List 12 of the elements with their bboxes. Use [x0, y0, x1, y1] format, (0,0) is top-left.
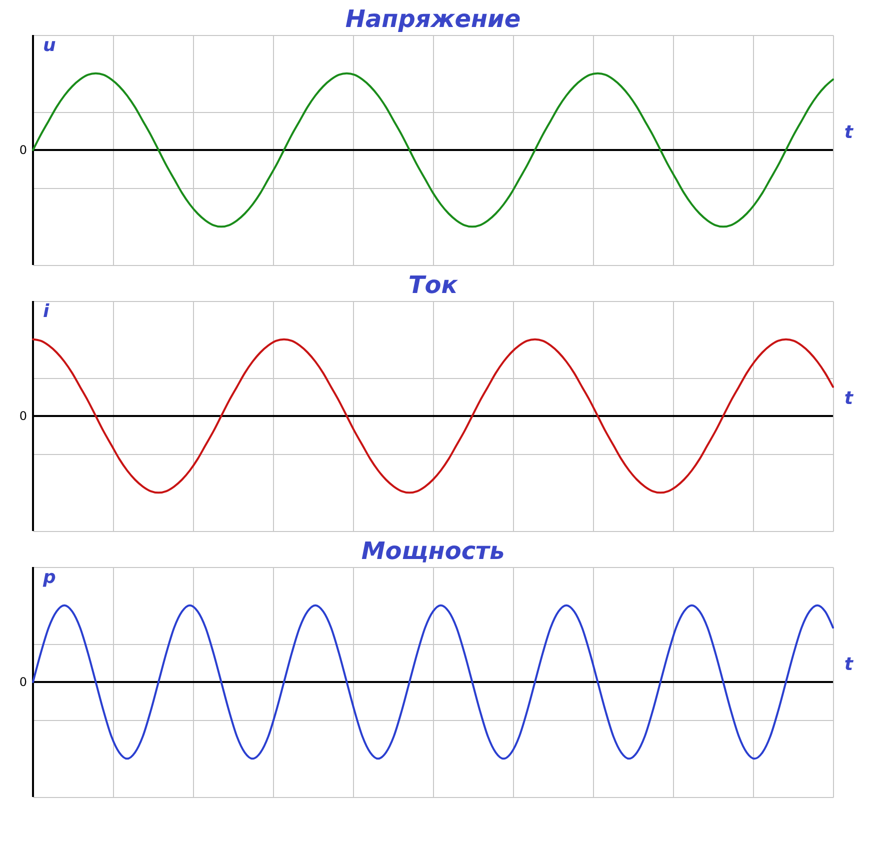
x-axis-title: t [844, 654, 854, 675]
y-axis-title: i [43, 301, 50, 322]
y-axis-title: u [43, 35, 56, 56]
chart-title: Мощность [361, 537, 505, 565]
chart-title: Напряжение [345, 5, 521, 33]
text: 0 [19, 675, 27, 689]
x-axis-title: t [844, 122, 854, 143]
y-axis-title: p [42, 567, 56, 588]
chart-title: Ток [408, 271, 458, 299]
text: 0 [19, 143, 27, 157]
text: 0 [19, 409, 27, 423]
x-axis-title: t [844, 388, 854, 409]
